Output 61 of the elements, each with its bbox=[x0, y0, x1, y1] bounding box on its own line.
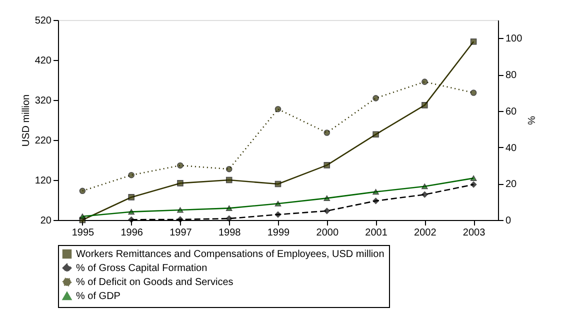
point bbox=[177, 162, 184, 169]
point bbox=[372, 131, 379, 138]
point bbox=[274, 180, 282, 188]
y-axis-title: USD million bbox=[20, 94, 32, 147]
x-tick-label: 2001 bbox=[365, 228, 388, 238]
point bbox=[79, 188, 86, 194]
x-tick-label: 1995 bbox=[72, 228, 95, 238]
point bbox=[470, 38, 477, 45]
point bbox=[274, 211, 282, 218]
x-tick-label: 2000 bbox=[316, 228, 339, 238]
point bbox=[470, 181, 477, 188]
x-tick-label: 1999 bbox=[267, 228, 290, 238]
legend-label: Workers Remittances and Compensations of Employees, USD million bbox=[76, 249, 384, 260]
x-tick-label: 1998 bbox=[218, 228, 242, 238]
point bbox=[372, 189, 379, 195]
point bbox=[177, 207, 184, 213]
point bbox=[226, 215, 232, 222]
point bbox=[324, 130, 330, 136]
y2-tick-label: 40 bbox=[506, 142, 518, 154]
point bbox=[226, 205, 232, 211]
y-tick-label: 220 bbox=[34, 136, 52, 146]
point bbox=[274, 200, 282, 206]
point bbox=[226, 176, 232, 184]
point bbox=[128, 172, 134, 178]
y-tick-label: 120 bbox=[34, 176, 52, 186]
point bbox=[324, 162, 330, 168]
x-tick-label: 2002 bbox=[414, 228, 437, 238]
point bbox=[177, 180, 184, 186]
point bbox=[177, 216, 184, 223]
point bbox=[422, 191, 428, 198]
point bbox=[226, 166, 232, 172]
legend-label: % of GDP bbox=[76, 291, 121, 302]
point bbox=[324, 208, 330, 214]
y2-tick-label: 60 bbox=[506, 106, 518, 118]
point bbox=[470, 175, 477, 181]
point bbox=[274, 106, 282, 112]
point bbox=[422, 78, 428, 85]
point bbox=[128, 194, 134, 200]
legend-label: % of Gross Capital Formation bbox=[76, 263, 208, 274]
y-tick-label: 420 bbox=[34, 56, 52, 66]
point bbox=[470, 90, 477, 96]
x-tick-label: 1996 bbox=[120, 228, 144, 238]
y-tick-label: 520 bbox=[34, 16, 52, 26]
legend-label: % of Deficit on Goods and Services bbox=[76, 277, 234, 288]
y2-tick-label: 80 bbox=[506, 70, 518, 82]
point bbox=[422, 102, 428, 108]
y-tick-label: 20 bbox=[40, 216, 52, 226]
point bbox=[128, 216, 134, 223]
x-tick-label: 1997 bbox=[170, 228, 192, 238]
x-tick-label: 2003 bbox=[462, 228, 486, 238]
y2-axis-title: % bbox=[525, 116, 536, 126]
y-tick-label: 320 bbox=[34, 96, 52, 106]
point bbox=[324, 195, 330, 201]
point bbox=[79, 214, 86, 220]
point bbox=[372, 95, 379, 102]
point bbox=[372, 198, 379, 204]
y2-tick-label: 100 bbox=[506, 34, 523, 45]
point bbox=[422, 184, 428, 190]
point bbox=[128, 209, 134, 215]
y2-tick-label: 0 bbox=[506, 216, 512, 226]
y2-tick-label: 20 bbox=[506, 179, 518, 190]
